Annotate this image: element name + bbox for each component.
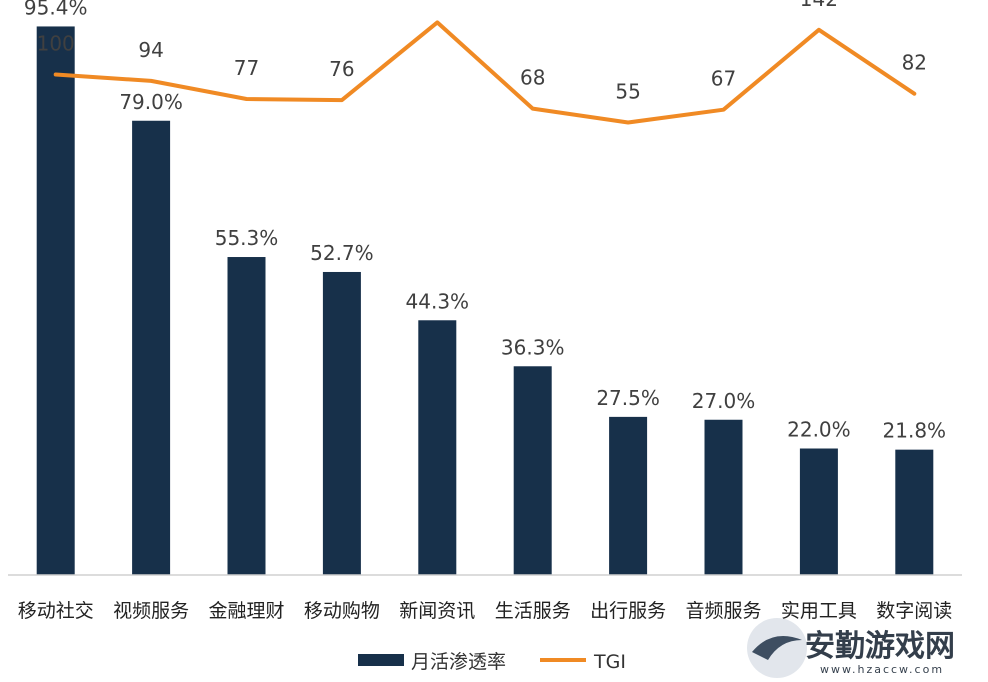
line-data-label: 149: [418, 0, 456, 3]
bar-2: [132, 120, 171, 575]
line-data-label: 82: [902, 51, 927, 75]
bar-4: [322, 271, 361, 575]
bar-5: [418, 320, 457, 575]
bar-data-label: 95.4%: [24, 0, 88, 19]
bar-data-label: 27.5%: [596, 386, 660, 410]
bar-1: [36, 26, 75, 575]
line-data-label: 77: [234, 56, 259, 80]
line-data-label: 67: [711, 67, 736, 91]
bar-3: [227, 257, 266, 575]
category-labels: 移动社交 视频服务 金融理财 移动购物 新闻资讯 生活服务 出行服务 音频服务 实用工具 数字阅读: [18, 600, 953, 622]
bar-9: [799, 448, 838, 575]
watermark: 安勤游戏网 www.hzaccw.com: [747, 618, 955, 678]
line-data-label: 94: [138, 38, 163, 62]
watermark-swoosh-icon: [752, 636, 802, 660]
category-label: 生活服务: [495, 600, 571, 622]
bar-data-label: 36.3%: [501, 335, 565, 359]
legend-line-label: TGI: [593, 651, 626, 673]
bar-data-label: 21.8%: [883, 419, 947, 443]
line-labels: 100 94 77 76 149 68 55 67 142 82: [37, 0, 927, 103]
category-label: 出行服务: [590, 600, 666, 622]
line-data-label: 100: [37, 32, 75, 56]
category-label: 音频服务: [685, 600, 761, 622]
category-label: 金融理财: [208, 600, 284, 622]
bar-10: [895, 449, 934, 575]
category-label: 视频服务: [113, 600, 189, 622]
bar-data-label: 55.3%: [215, 226, 279, 250]
bar-data-label: 79.0%: [119, 90, 183, 114]
bar-data-label: 22.0%: [787, 418, 851, 442]
bar-7: [609, 416, 648, 575]
category-label: 实用工具: [781, 600, 857, 622]
tgi-line: [53, 20, 917, 125]
category-label: 移动社交: [18, 600, 94, 622]
bar-6: [513, 366, 552, 575]
bar-8: [704, 419, 743, 575]
bar-series: [36, 26, 934, 575]
bar-data-label: 52.7%: [310, 241, 374, 265]
bar-labels: 95.4% 79.0% 55.3% 52.7% 44.3% 36.3% 27.5% 27.0%…: [24, 0, 946, 443]
bar-data-label: 27.0%: [692, 389, 756, 413]
legend-bar-label: 月活渗透率: [411, 651, 506, 673]
category-label: 新闻资讯: [399, 600, 475, 622]
line-data-label: 55: [615, 79, 640, 103]
line-data-label: 68: [520, 66, 545, 90]
category-label: 数字阅读: [876, 600, 952, 622]
watermark-text: 安勤游戏网: [805, 629, 955, 664]
line-data-label: 76: [329, 57, 354, 81]
line-data-label: 142: [800, 0, 838, 11]
legend-bar-swatch: [358, 654, 404, 666]
legend: 月活渗透率 TGI: [358, 651, 626, 673]
category-label: 移动购物: [304, 600, 380, 622]
watermark-url: www.hzaccw.com: [820, 663, 944, 676]
bar-data-label: 44.3%: [406, 289, 470, 313]
